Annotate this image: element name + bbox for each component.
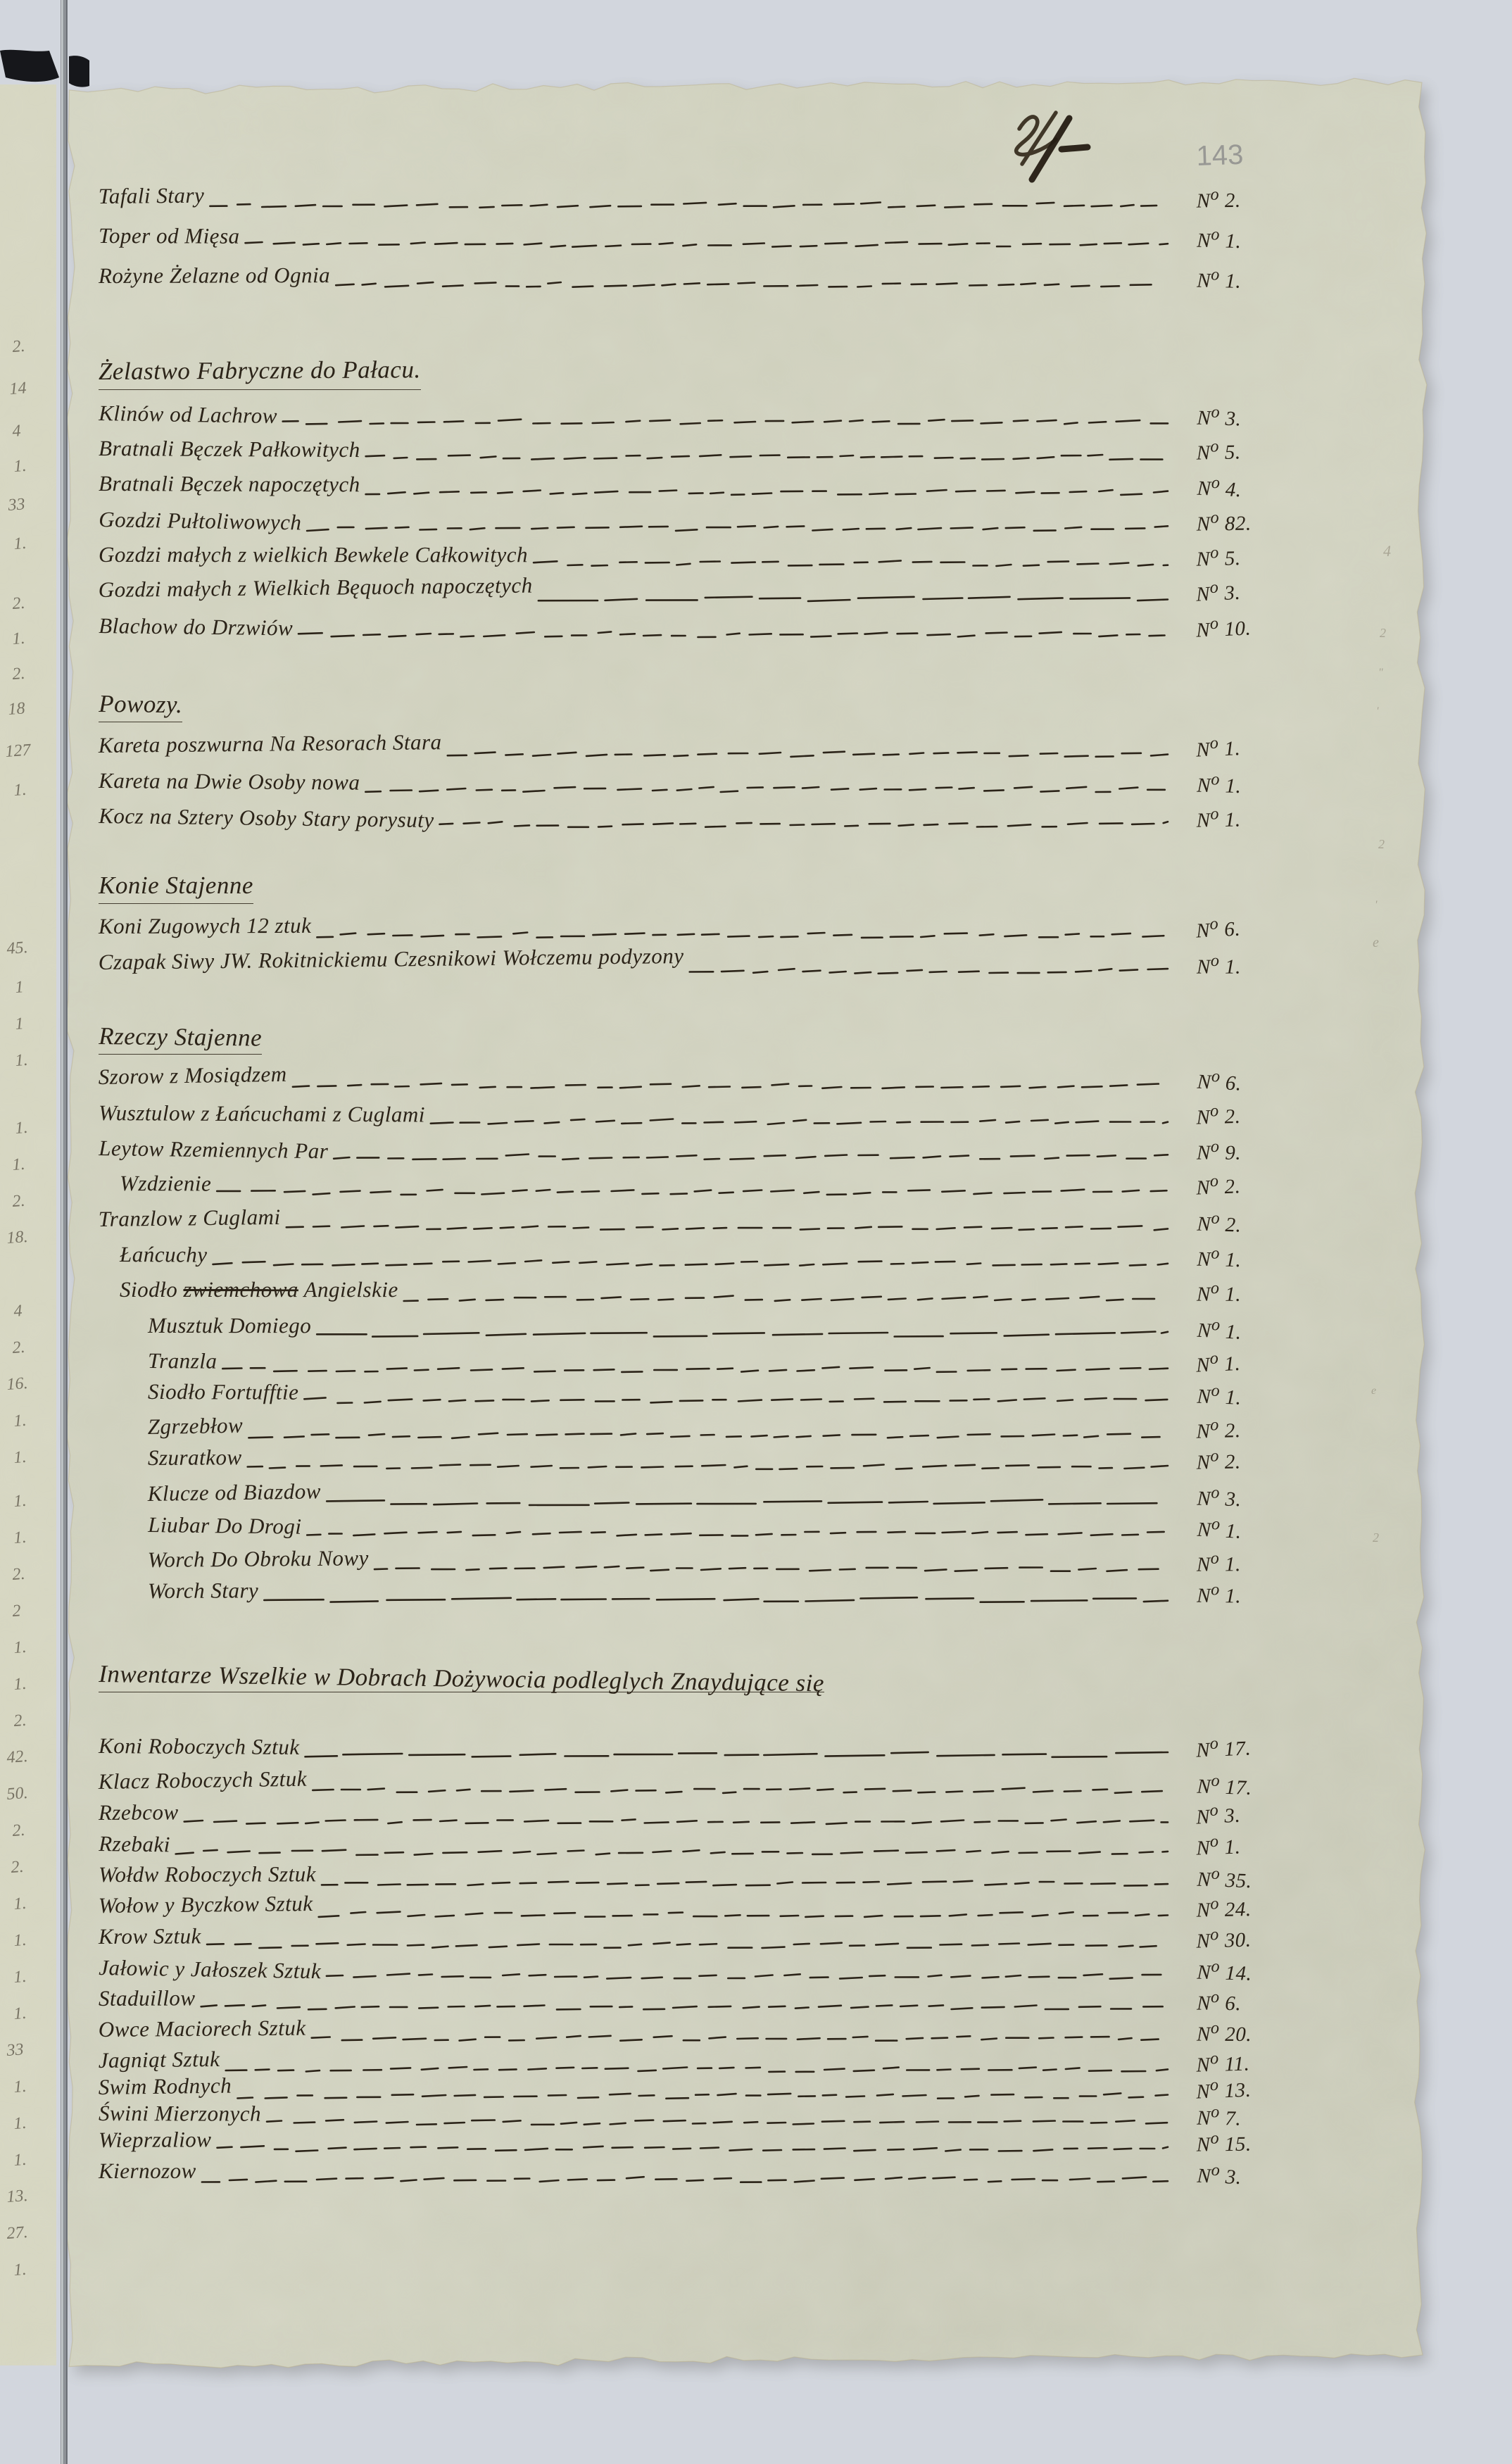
svg-text:': ' [1375,899,1378,911]
svg-text:1.: 1. [15,1119,29,1138]
svg-text:1.: 1. [13,2004,27,2023]
svg-text:1.: 1. [12,629,26,648]
svg-text:2: 2 [1380,626,1386,640]
svg-text:1.: 1. [13,1675,27,1694]
svg-text:127: 127 [5,741,32,761]
svg-text:1.: 1. [13,1448,27,1467]
svg-text:1.: 1. [13,781,27,800]
svg-text:14: 14 [9,379,27,398]
svg-text:1.: 1. [13,1968,27,1987]
svg-text:42.: 42. [6,1747,29,1767]
svg-text:1.: 1. [13,2151,27,2170]
svg-text:1.: 1. [13,1528,27,1547]
svg-text:": " [1378,667,1383,679]
svg-text:e: e [1373,935,1379,950]
svg-text:4: 4 [13,1302,23,1321]
svg-text:13.: 13. [6,2187,29,2206]
svg-text:e: e [1371,1385,1376,1397]
svg-text:2.: 2. [12,665,26,684]
svg-text:143: 143 [1196,139,1244,172]
svg-text:1: 1 [15,1014,25,1033]
svg-text:2.: 2. [13,1711,27,1730]
svg-text:1.: 1. [15,1051,29,1070]
svg-text:27.: 27. [6,2223,29,2243]
svg-text:1.: 1. [13,1492,27,1511]
svg-text:4: 4 [1383,542,1391,560]
svg-text:1.: 1. [13,457,27,476]
svg-text:1.: 1. [13,1412,27,1431]
svg-text:2.: 2. [11,1858,25,1877]
svg-text:': ' [1376,705,1379,717]
svg-text:18.: 18. [6,1228,29,1247]
svg-text:33: 33 [6,2040,25,2060]
svg-text:2.: 2. [12,594,26,613]
svg-text:2.: 2. [12,1192,26,1211]
svg-text:2: 2 [1378,837,1385,851]
svg-text:2.: 2. [12,337,26,356]
svg-text:1: 1 [15,978,25,997]
svg-text:16.: 16. [6,1374,29,1394]
svg-text:1.: 1. [13,2078,27,2097]
svg-text:2: 2 [12,1602,22,1621]
svg-text:4: 4 [12,422,22,441]
svg-text:1.: 1. [13,1894,27,1913]
svg-text:1.: 1. [12,1155,26,1174]
svg-text:2.: 2. [12,1338,26,1357]
svg-text:1.: 1. [13,1638,27,1657]
svg-text:45.: 45. [6,938,29,958]
svg-text:1.: 1. [13,534,27,553]
svg-text:2.: 2. [12,1821,26,1840]
svg-text:18: 18 [8,699,26,719]
svg-text:50.: 50. [6,1784,29,1804]
svg-text:33: 33 [7,495,26,515]
svg-text:1.: 1. [13,1931,27,1950]
svg-text:2: 2 [1373,1530,1379,1545]
svg-text:1.: 1. [13,2114,27,2133]
svg-text:1.: 1. [13,2261,27,2280]
svg-text:2.: 2. [12,1565,26,1584]
